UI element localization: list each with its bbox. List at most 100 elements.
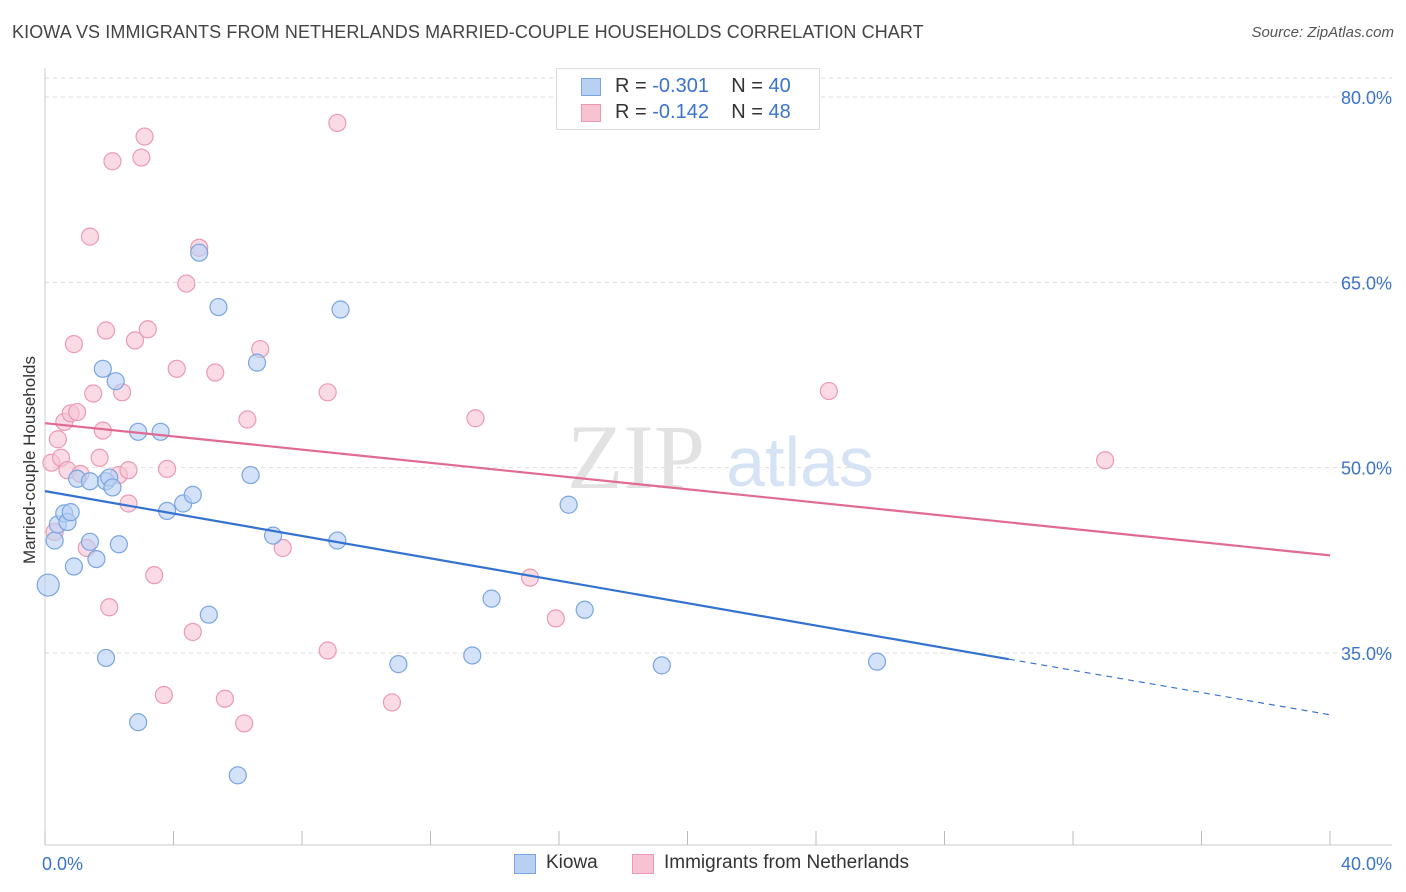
netherlands-point	[382, 693, 402, 712]
netherlands-point	[103, 152, 122, 171]
kiowa-point	[109, 535, 128, 554]
y-tick-label: 35.0%	[1341, 644, 1392, 664]
kiowa-point	[867, 652, 887, 671]
legend-n-label: N =	[731, 101, 763, 123]
netherlands-point	[167, 359, 186, 378]
data-points	[36, 113, 1115, 785]
y-tick-label: 50.0%	[1341, 459, 1392, 479]
kiowa-point	[80, 532, 100, 551]
tick-labels: 35.0% 50.0% 65.0% 80.0% 0.0% 40.0%	[42, 88, 1392, 874]
legend-r-label: R =	[615, 101, 647, 123]
legend-r-value: -0.142	[652, 101, 709, 123]
y-axis-label: Married-couple Households	[20, 356, 39, 564]
kiowa-point	[482, 589, 501, 608]
legend-text-netherlands: R = -0.142 N = 48	[615, 101, 791, 124]
netherlands-point	[100, 598, 119, 617]
y-axis-label-container: Married-couple Households	[18, 330, 42, 590]
correlation-legend: R = -0.301 N = 40 R = -0.142 N = 48	[556, 68, 820, 130]
legend-n-value: 40	[768, 75, 791, 97]
netherlands-point	[819, 381, 838, 401]
netherlands-point	[466, 409, 485, 428]
kiowa-point	[199, 605, 218, 624]
kiowa-point	[129, 713, 148, 732]
gridlines	[45, 77, 1392, 654]
x-tick-label: 0.0%	[42, 854, 83, 874]
kiowa-point	[61, 503, 80, 522]
legend-swatch-kiowa	[581, 78, 601, 96]
netherlands-point	[119, 494, 138, 513]
netherlands-point	[119, 461, 138, 480]
netherlands-point	[80, 227, 100, 246]
netherlands-point	[238, 410, 257, 429]
kiowa-point	[87, 549, 106, 569]
kiowa-point	[575, 600, 594, 619]
y-tick-label: 65.0%	[1341, 273, 1392, 293]
netherlands-trend-line	[44, 422, 1331, 557]
kiowa-point	[247, 353, 267, 372]
netherlands-point	[183, 622, 202, 642]
source-credit: Source: ZipAtlas.com	[1251, 24, 1394, 41]
netherlands-point	[145, 566, 164, 585]
watermark: ZIP atlas	[567, 406, 874, 508]
kiowa-trend-line	[44, 490, 1009, 661]
kiowa-point	[106, 372, 125, 391]
legend-r-label: R =	[615, 75, 647, 97]
netherlands-point	[96, 321, 116, 340]
netherlands-point	[84, 384, 103, 403]
kiowa-point	[64, 557, 84, 576]
x-tick-label: 40.0%	[1341, 854, 1392, 874]
trend-lines	[44, 422, 1331, 716]
kiowa-trend-extension	[1008, 658, 1331, 716]
netherlands-point	[318, 641, 337, 660]
kiowa-point	[209, 297, 228, 317]
netherlands-point	[64, 335, 84, 354]
netherlands-point	[206, 363, 225, 382]
netherlands-point	[157, 459, 177, 479]
watermark-atlas: atlas	[726, 423, 874, 501]
legend-text-kiowa: R = -0.301 N = 40	[615, 75, 791, 98]
series-label-netherlands: Immigrants from Netherlands	[664, 852, 909, 873]
kiowa-point	[652, 656, 671, 675]
kiowa-point	[96, 648, 116, 668]
netherlands-point	[125, 331, 145, 350]
netherlands-point	[68, 402, 87, 422]
legend-swatch-netherlands	[581, 104, 601, 122]
netherlands-point	[135, 127, 154, 146]
netherlands-point	[215, 689, 234, 708]
kiowa-point	[93, 359, 112, 378]
netherlands-point	[138, 320, 157, 339]
kiowa-point	[183, 485, 202, 504]
kiowa-point	[228, 766, 247, 785]
netherlands-point	[48, 430, 67, 449]
netherlands-point	[328, 113, 347, 133]
netherlands-point	[546, 609, 565, 628]
legend-n-label: N =	[731, 75, 763, 97]
series-swatch-netherlands	[632, 854, 654, 874]
series-label-kiowa: Kiowa	[546, 852, 598, 873]
kiowa-point	[45, 531, 64, 550]
netherlands-point	[318, 383, 337, 402]
kiowa-point	[389, 655, 408, 674]
series-swatch-kiowa	[514, 854, 536, 874]
netherlands-point	[1096, 451, 1115, 470]
netherlands-point	[90, 448, 109, 467]
kiowa-point	[80, 472, 100, 491]
netherlands-point	[132, 148, 151, 167]
netherlands-point	[154, 685, 173, 705]
kiowa-point	[241, 465, 260, 485]
kiowa-point	[190, 243, 209, 262]
kiowa-point	[559, 495, 578, 514]
kiowa-point	[36, 573, 60, 597]
kiowa-point	[151, 422, 170, 441]
kiowa-point	[463, 646, 482, 665]
legend-n-value: 48	[768, 101, 791, 123]
kiowa-point	[103, 478, 122, 497]
netherlands-point	[235, 714, 254, 733]
watermark-zip: ZIP	[567, 406, 705, 508]
legend-r-value: -0.301	[652, 75, 709, 97]
y-tick-label: 80.0%	[1341, 88, 1392, 108]
kiowa-point	[331, 300, 350, 319]
netherlands-point	[177, 274, 196, 293]
netherlands-point	[273, 538, 292, 558]
